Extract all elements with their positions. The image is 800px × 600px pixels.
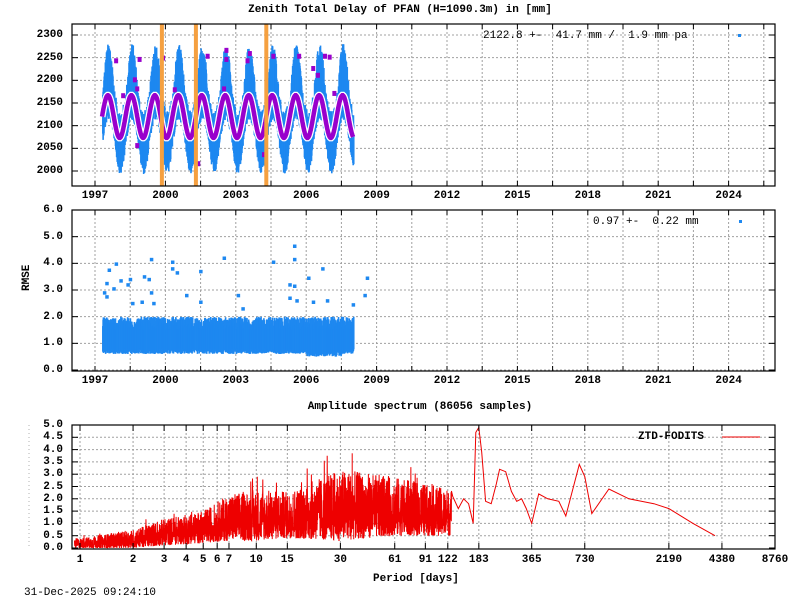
spectrum-x-tick-label: 5 (199, 554, 207, 566)
spectrum-x-tick-label: 6 (213, 554, 221, 566)
spectrum-x-axis-label: Period [days] (373, 573, 459, 585)
ztd-x-tick-label: 2024 (715, 190, 742, 202)
rmse-legend-text: 0.97 +- 0.22 mm (593, 216, 699, 228)
spectrum-chart-title: Amplitude spectrum (86056 samples) (307, 401, 533, 413)
rmse-x-tick-label: 1997 (81, 375, 109, 387)
ztd-y-tick-label: 2250 (36, 51, 63, 64)
ztd-x-tick-label: 2021 (644, 190, 672, 202)
ztd-y-tick-label: 2300 (36, 29, 63, 41)
spectrum-x-tick-label: 10 (249, 554, 263, 566)
ztd-x-tick-label: 2018 (574, 190, 601, 202)
rmse-y-tick-label: 6.0 (43, 204, 63, 216)
spectrum-grid (72, 425, 776, 549)
spectrum-x-tick-label: 3 (160, 554, 168, 566)
rmse-y-tick-label: 2.0 (43, 310, 63, 323)
spectrum-x-tick-label: 2 (129, 554, 137, 566)
rmse-x-tick-label: 2009 (363, 375, 390, 387)
ztd-y-tick-label: 2050 (36, 142, 63, 155)
ztd-x-tick-label: 1997 (81, 190, 109, 202)
rmse-y-tick-label: 1.0 (43, 337, 63, 350)
spectrum-y-tick-label: 4.0 (43, 443, 63, 456)
discontinuity-marker (264, 24, 269, 186)
spectrum-y-tick-label: 1.5 (43, 505, 63, 518)
spectrum-x-tick-label: 91 (418, 554, 432, 566)
ztd-y-tick-label: 2200 (36, 74, 63, 87)
ztd-data-points (98, 24, 357, 186)
rmse-x-tick-label: 2006 (292, 375, 320, 387)
rmse-x-tick-label: 2021 (644, 375, 672, 387)
rmse-x-tick-label: 2018 (574, 375, 601, 387)
rmse-x-tick-label: 2000 (152, 375, 179, 387)
spectrum-y-tick-label: 0.0 (43, 542, 63, 554)
ztd-legend-marker (738, 34, 741, 37)
spectrum-y-tick-label: 2.5 (43, 480, 63, 493)
ztd-ticks (72, 24, 775, 186)
ztd-y-tick-label: 2100 (36, 119, 63, 132)
ztd-plot (71, 23, 776, 187)
spectrum-line (73, 426, 716, 549)
rmse-x-tick-label: 2015 (504, 375, 531, 387)
spectrum-x-tick-label: 8760 (761, 554, 789, 566)
spectrum-legend-text: ZTD-FODITS (638, 431, 705, 443)
spectrum-plot (28, 424, 776, 550)
rmse-y-tick-label: 4.0 (43, 257, 63, 270)
rmse-plot (71, 209, 776, 372)
ztd-frame (71, 23, 776, 187)
spectrum-y-tick-label: 3.0 (43, 468, 63, 481)
ztd-x-tick-label: 2006 (292, 190, 320, 202)
rmse-x-tick-label: 2012 (433, 375, 461, 387)
rmse-legend-marker (739, 220, 742, 223)
spectrum-y-tick-label: 2.0 (43, 492, 63, 505)
spectrum-x-tick-label: 15 (280, 554, 294, 566)
ztd-x-tick-label: 2015 (504, 190, 531, 202)
spectrum-x-tick-label: 61 (388, 554, 402, 566)
spectrum-y-tick-label: 0.5 (43, 529, 63, 542)
ztd-x-tick-label: 2003 (222, 190, 249, 202)
ztd-chart-title: Zenith Total Delay of PFAN (H=1090.3m) i… (248, 4, 552, 16)
spectrum-x-tick-label: 122 (437, 554, 458, 566)
spectrum-x-tick-label: 183 (468, 554, 489, 566)
ztd-x-tick-label: 2000 (152, 190, 179, 202)
spectrum-x-tick-label: 2190 (655, 554, 683, 566)
spectrum-x-tick-label: 730 (574, 554, 595, 566)
rmse-y-tick-label: 0.0 (43, 364, 63, 376)
rmse-data-points (102, 244, 370, 357)
spectrum-y-tick-label: 5.0 (43, 419, 63, 431)
spectrum-x-tick-label: 4380 (708, 554, 736, 566)
ztd-x-tick-label: 2012 (433, 190, 461, 202)
spectrum-y-tick-label: 4.5 (43, 431, 63, 444)
discontinuity-marker (159, 24, 164, 186)
rmse-y-tick-label: 5.0 (43, 230, 63, 243)
rmse-frame (71, 209, 776, 372)
ztd-x-tick-label: 2009 (363, 190, 390, 202)
spectrum-x-tick-label: 30 (333, 554, 347, 566)
rmse-x-tick-label: 2024 (715, 375, 742, 387)
rmse-ticks (72, 209, 775, 371)
spectrum-x-tick-label: 365 (521, 554, 542, 566)
discontinuity-marker (193, 24, 198, 186)
spectrum-frame (71, 424, 776, 550)
spectrum-x-tick-label: 1 (76, 554, 84, 566)
timestamp: 31-Dec-2025 09:24:10 (24, 587, 157, 599)
ztd-y-tick-label: 2000 (36, 165, 63, 177)
spectrum-y-tick-label: 3.5 (43, 455, 63, 468)
spectrum-y-tick-label: 1.0 (43, 517, 63, 530)
rmse-y-tick-label: 3.0 (43, 284, 63, 296)
spectrum-x-tick-label: 7 (225, 554, 233, 566)
ztd-legend-text: 2122.8 +- 41.7 mm / 1.9 mm pa (483, 30, 688, 42)
ztd-y-tick-label: 2150 (36, 97, 63, 109)
rmse-x-tick-label: 2003 (222, 375, 249, 387)
spectrum-x-tick-label: 4 (182, 554, 190, 566)
